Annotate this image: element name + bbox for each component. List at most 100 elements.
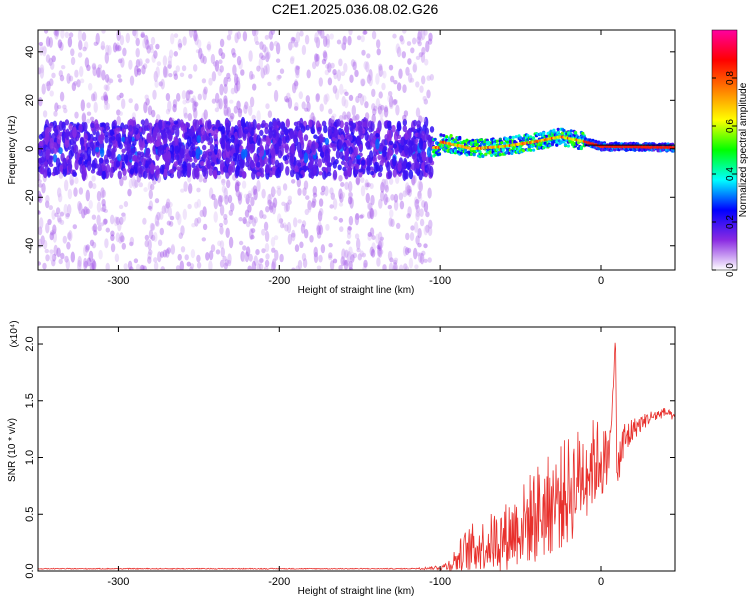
spectrogram-cell [519, 136, 523, 140]
spectrogram-cell [38, 172, 41, 182]
spectrogram-cell [118, 236, 123, 244]
spectrogram-cell [109, 167, 114, 179]
spectrogram-cell [86, 118, 91, 124]
spectrogram-cell [101, 30, 106, 34]
spectrogram-cell [221, 178, 226, 186]
spectrogram-cell [115, 216, 121, 226]
spectrogram-cell [201, 112, 206, 124]
spectrogram-cell [300, 170, 305, 175]
spectrogram-cell [147, 239, 152, 251]
spectrogram-cell [347, 196, 353, 205]
spectrogram-cell [166, 247, 171, 254]
spectrogram-cell [280, 130, 285, 136]
spectrogram-cell [368, 207, 374, 218]
spectrogram-cell [228, 163, 233, 176]
spectrogram-cell [164, 66, 169, 78]
spectrogram-cell [45, 222, 50, 234]
spectrogram-cell [228, 30, 233, 36]
spectrogram-cell [328, 243, 333, 248]
spectrogram-cell [101, 164, 106, 172]
spectrogram-cell [291, 179, 296, 184]
spectrogram-cell [264, 259, 270, 267]
spectrogram-cell [360, 35, 365, 43]
spectrogram-cell [469, 152, 473, 156]
spectrogram-cell [267, 81, 272, 87]
spectrogram-cell [358, 125, 363, 137]
spectrogram-cell [121, 127, 127, 134]
spectrogram-cell [185, 98, 190, 104]
spectrogram-cell [220, 52, 226, 60]
spectrogram-cell [168, 73, 173, 78]
spectrogram-cell [344, 125, 349, 133]
spectrogram-cell [309, 235, 314, 243]
spectrogram-cell [187, 113, 192, 121]
spectrogram-cell [514, 135, 518, 139]
spectrogram-cell [183, 106, 188, 117]
spectrogram-cell [193, 30, 198, 42]
spectrogram-cell [348, 159, 353, 168]
spectrogram-cell [340, 191, 346, 199]
spectrogram-cell [63, 107, 68, 114]
spectrogram-cell [52, 231, 57, 243]
spectrogram-cell [321, 120, 327, 127]
spectrogram-cell [376, 39, 381, 49]
spectrogram-cell [210, 149, 215, 158]
spectrogram-cell [406, 162, 412, 168]
spectrogram-cell [370, 249, 376, 258]
spectrogram-cell [74, 111, 79, 119]
spectrogram-cell [424, 127, 429, 136]
spectrogram-cell [220, 138, 226, 150]
spectrogram-cell [339, 151, 344, 160]
spectrogram-cell [359, 214, 364, 219]
spectrogram-cell [389, 257, 394, 263]
spectrogram-cell [426, 75, 431, 81]
spectrogram-cell [226, 259, 232, 267]
spectrogram-cell [157, 251, 162, 263]
spectrogram-cell [45, 132, 50, 144]
spectrogram-cell [613, 148, 617, 152]
spectrogram-cell [313, 134, 318, 139]
spectrogram-cell [234, 32, 239, 44]
spectrogram-cell [672, 148, 675, 153]
spectrogram-cell [196, 135, 201, 144]
spectrogram-cell [173, 70, 178, 77]
spectrogram-cell [415, 81, 420, 88]
spectrogram-cell [93, 101, 98, 113]
spectrogram-cell [495, 139, 499, 143]
spectrogram-cell [365, 141, 370, 147]
spectrogram-cell [153, 231, 158, 243]
spectrogram-cell [247, 204, 252, 213]
spectrogram-cell [39, 47, 45, 52]
spectrogram-cell [380, 190, 385, 202]
spectrogram-cell [287, 233, 293, 245]
spectrogram-cell [100, 45, 106, 50]
spectrogram-cell [273, 235, 279, 241]
spectrogram-cell [187, 203, 192, 210]
spectrogram-cell [164, 203, 169, 214]
spectrogram-cell [301, 101, 306, 110]
spectrogram-cell [417, 228, 422, 239]
spectrogram-cell [97, 67, 103, 78]
spectrogram-cell [193, 107, 198, 120]
spectrogram-cell [48, 122, 54, 129]
spectrogram-cell [433, 137, 437, 141]
spectrogram-cell [53, 142, 58, 155]
spectrogram-cell [194, 201, 199, 209]
spectrogram-cell [279, 162, 284, 172]
spectrogram-cell [96, 190, 102, 202]
spectrogram-cell [406, 247, 412, 254]
spectrogram-cell [120, 57, 125, 68]
spectrogram-cell [230, 134, 235, 143]
spectrogram-cell [332, 169, 338, 180]
spectrogram-cell [339, 83, 344, 95]
spectrogram-cell [92, 223, 98, 233]
spectrogram-cell [52, 224, 57, 235]
spectrogram-cell [324, 185, 329, 197]
spectrogram-cell [38, 210, 41, 215]
spectrogram-cell [282, 183, 288, 191]
spectrogram-cell [150, 223, 156, 231]
spectrogram-cell [388, 91, 393, 97]
spectrogram-cell [549, 129, 553, 133]
spectrogram-cell [305, 95, 310, 103]
spectrogram-cell [413, 152, 418, 164]
